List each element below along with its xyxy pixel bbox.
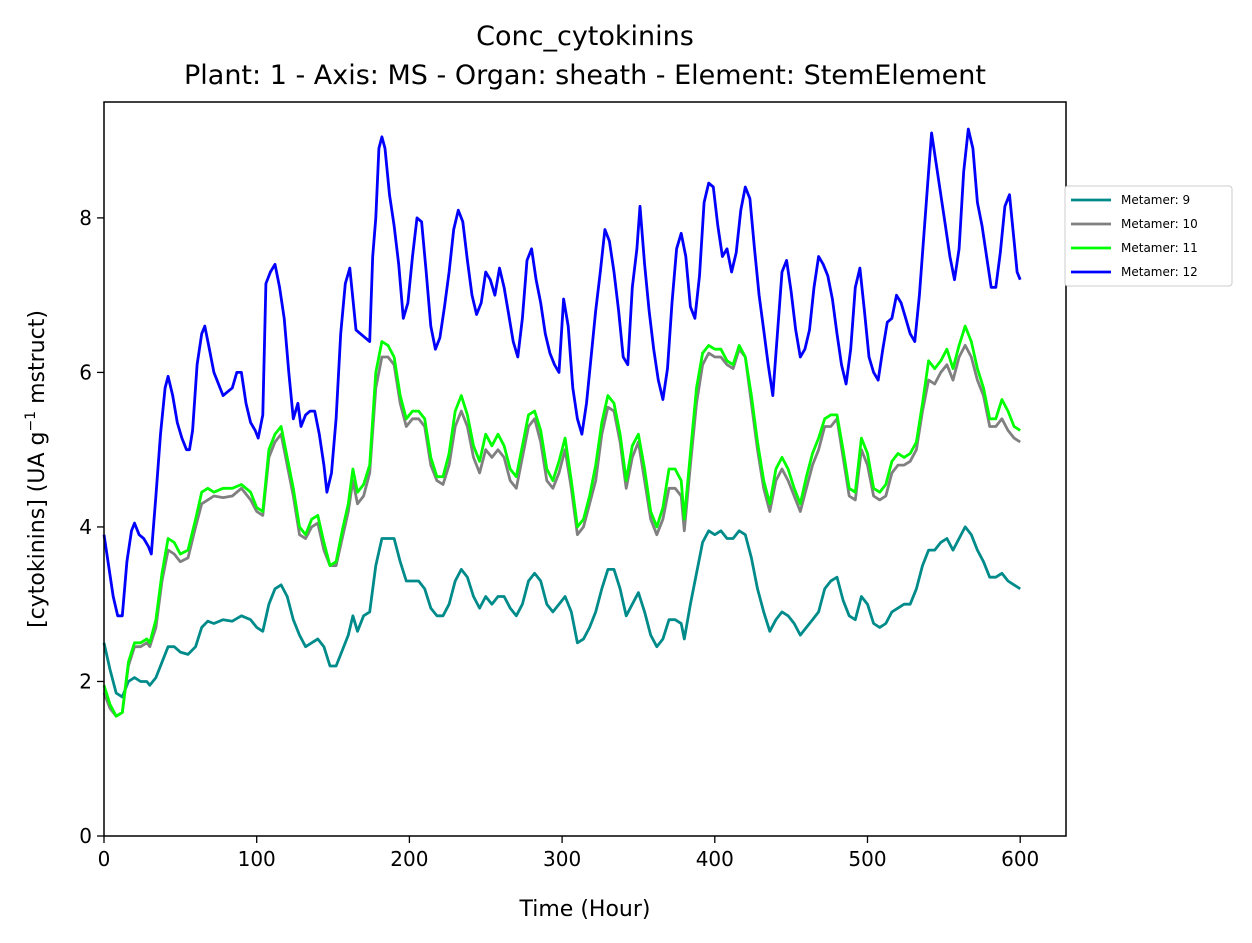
y-axis-label-exponent: −1 [23, 411, 39, 432]
legend-label: Metamer: 10 [1121, 217, 1198, 231]
legend-label: Metamer: 12 [1121, 265, 1198, 279]
x-tick-label: 400 [696, 847, 734, 871]
chart-subtitle: Plant: 1 - Axis: MS - Organ: sheath - El… [184, 60, 986, 91]
x-tick-label: 600 [1001, 847, 1039, 871]
y-axis-ticks: 0 2 4 6 8 [79, 206, 104, 848]
x-axis-label: Time (Hour) [519, 897, 651, 922]
x-axis-ticks: 0 100 200 300 400 500 600 [98, 836, 1039, 871]
legend-box [1064, 185, 1233, 287]
y-tick-label: 4 [79, 515, 92, 539]
legend-label: Metamer: 11 [1121, 241, 1198, 255]
legend: Metamer: 9 Metamer: 10 Metamer: 11 Metamer:… [1064, 185, 1233, 287]
x-tick-label: 100 [238, 847, 276, 871]
series-line-3 [102, 324, 1021, 718]
y-tick-label: 8 [79, 206, 92, 230]
x-tick-label: 300 [543, 847, 581, 871]
x-tick-label: 0 [98, 847, 111, 871]
y-axis-label: [cytokinins] (UA g−1 mstruct) [23, 310, 50, 628]
chart-title: Conc_cytokinins [476, 21, 694, 52]
legend-label: Metamer: 9 [1121, 193, 1190, 207]
series-line-2 [102, 344, 1021, 718]
series-layer [102, 127, 1022, 718]
y-axis-label-main: [cytokinins] (UA g [25, 432, 50, 628]
y-tick-label: 6 [79, 360, 92, 384]
x-tick-label: 200 [390, 847, 428, 871]
x-tick-label: 500 [848, 847, 886, 871]
y-tick-label: 0 [79, 824, 92, 848]
plot-frame [103, 101, 1067, 837]
series-line-4 [102, 127, 1022, 618]
y-axis-label-unit: mstruct) [25, 310, 50, 411]
series-line-1 [102, 525, 1021, 699]
y-tick-label: 2 [79, 669, 92, 693]
